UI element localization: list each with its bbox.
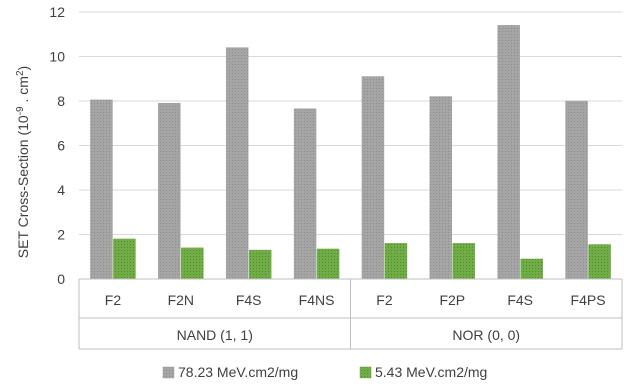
bar-low-let-2 (248, 249, 272, 280)
x-tick-label: F4S (236, 292, 262, 308)
x-tick-label: F2N (168, 292, 194, 308)
legend-label: 78.23 MeV.cm2/mg (178, 364, 298, 380)
legend-swatch (162, 366, 175, 379)
bars (90, 25, 611, 280)
bar-low-let-7 (588, 244, 611, 280)
x-tick-label: F4S (507, 292, 533, 308)
bar-low-let-5 (452, 243, 476, 280)
bar-high-let-5 (429, 96, 453, 280)
bar-high-let-6 (497, 25, 520, 280)
legend-swatch (359, 366, 372, 379)
bar-high-let-1 (158, 102, 181, 280)
legend-label: 5.43 MeV.cm2/mg (375, 364, 487, 380)
group-label: NAND (1, 1) (177, 327, 253, 343)
x-tick-labels: F2 F2N F4S F4NS F2 F2P F4S F4PS NAND (1, 1) NOR (… (105, 292, 606, 343)
bar-high-let-3 (293, 108, 317, 280)
x-tick-label: F4PS (571, 292, 606, 308)
bar-high-let-4 (361, 76, 385, 280)
y-tick-label: 4 (57, 182, 65, 198)
bar-low-let-4 (384, 243, 408, 280)
y-tick-label: 8 (57, 93, 65, 109)
bar-low-let-3 (316, 248, 340, 280)
bar-low-let-6 (520, 258, 543, 280)
x-tick-label: F2P (439, 292, 465, 308)
x-tick-label: F2 (376, 292, 393, 308)
y-tick-label: 10 (49, 49, 65, 65)
axes (78, 278, 623, 350)
x-tick-label: F2 (105, 292, 122, 308)
y-tick-label: 2 (57, 227, 65, 243)
bar-high-let-2 (225, 47, 249, 280)
y-tick-label: 0 (57, 271, 65, 287)
y-axis-title: SET Cross-Section (10-9 . cm2) (15, 66, 31, 258)
y-tick-label: 12 (49, 4, 65, 20)
y-tick-labels: 0 2 4 6 8 10 12 (49, 4, 65, 287)
bar-low-let-1 (181, 247, 204, 280)
y-tick-label: 6 (57, 138, 65, 154)
bar-low-let-0 (113, 238, 136, 280)
x-tick-label: F4NS (299, 292, 335, 308)
bar-high-let-0 (90, 99, 113, 280)
bar-high-let-7 (565, 100, 588, 280)
legend: 78.23 MeV.cm2/mg 5.43 MeV.cm2/mg (162, 364, 487, 380)
group-label: NOR (0, 0) (452, 327, 520, 343)
